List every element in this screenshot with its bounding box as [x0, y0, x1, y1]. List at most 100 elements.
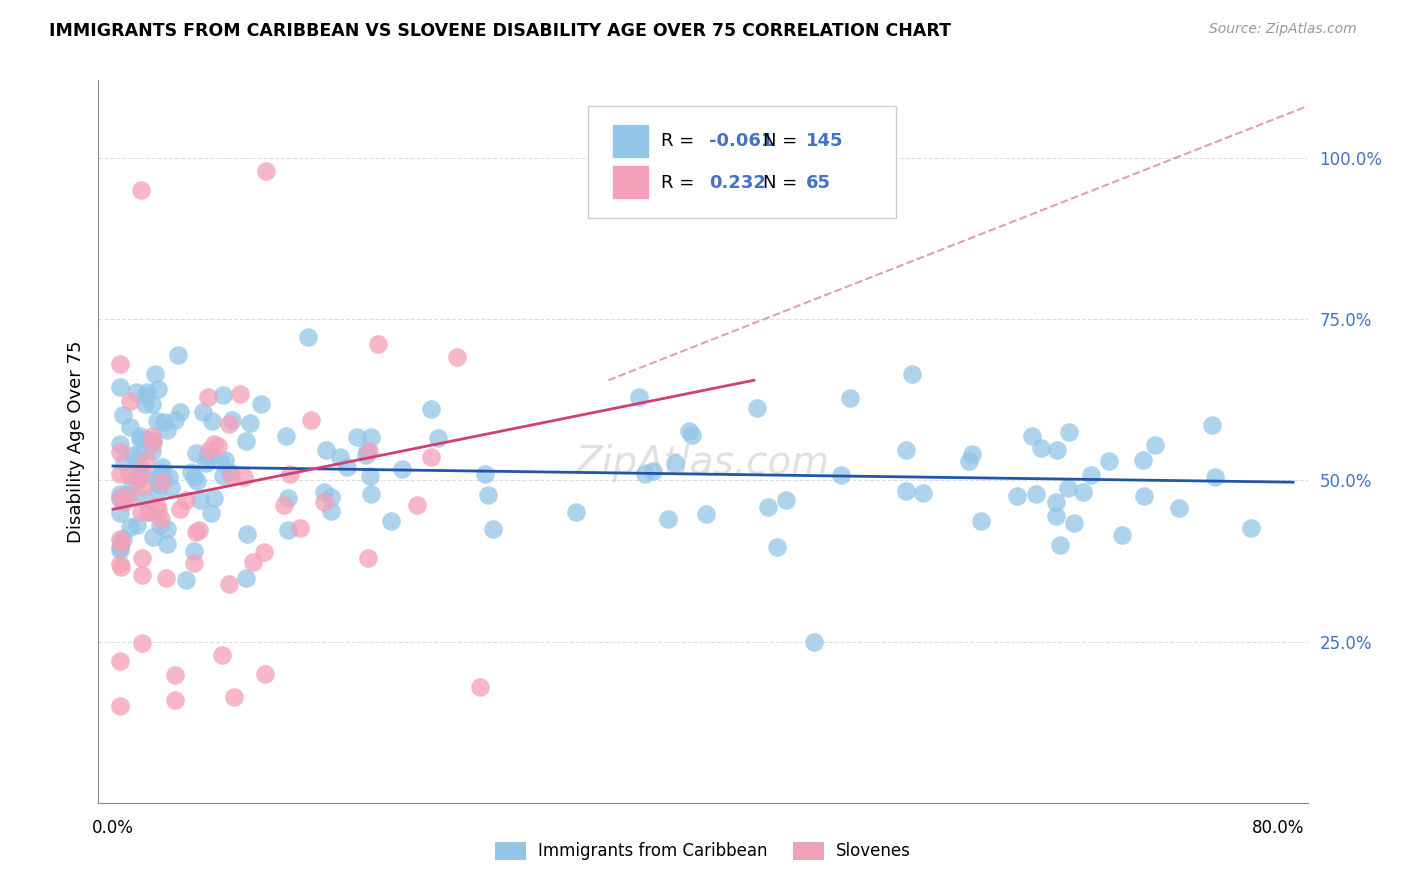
Point — [235, 571, 257, 585]
Point — [273, 499, 295, 513]
Point — [236, 526, 259, 541]
Point — [125, 385, 148, 400]
Point — [156, 537, 179, 551]
Point — [380, 514, 402, 528]
Text: 0.232: 0.232 — [709, 174, 766, 192]
Point — [278, 467, 301, 481]
Point — [135, 388, 157, 402]
Point — [131, 636, 153, 650]
Point — [277, 523, 299, 537]
Point — [357, 551, 380, 566]
Point — [129, 505, 152, 519]
Point — [1049, 538, 1071, 552]
Point — [118, 467, 141, 481]
Point — [148, 478, 170, 492]
Point — [121, 448, 143, 462]
Point — [250, 396, 273, 410]
Point — [299, 413, 322, 427]
Point — [117, 487, 139, 501]
Point — [346, 430, 368, 444]
Point — [197, 390, 219, 404]
Text: IMMIGRANTS FROM CARIBBEAN VS SLOVENE DISABILITY AGE OVER 75 CORRELATION CHART: IMMIGRANTS FROM CARIBBEAN VS SLOVENE DIS… — [49, 22, 952, 40]
Point — [912, 486, 935, 500]
Point — [110, 491, 132, 506]
Point — [110, 467, 132, 481]
Point — [131, 550, 153, 565]
Point — [1005, 489, 1028, 503]
Point — [157, 470, 180, 484]
Point — [319, 490, 342, 504]
Point — [405, 498, 427, 512]
Point — [426, 431, 449, 445]
Point — [274, 429, 297, 443]
Point — [1168, 500, 1191, 515]
Point — [125, 517, 148, 532]
Point — [110, 506, 132, 520]
Point — [134, 397, 156, 411]
Point — [110, 540, 132, 554]
Point — [219, 465, 242, 479]
Point — [336, 460, 359, 475]
Point — [315, 443, 337, 458]
Point — [174, 574, 197, 588]
Point — [184, 524, 207, 539]
Point — [110, 557, 132, 571]
Point — [354, 448, 377, 462]
Point — [239, 416, 262, 430]
Point — [187, 523, 209, 537]
Point — [360, 487, 382, 501]
Point — [132, 463, 155, 477]
Point — [197, 442, 219, 457]
Y-axis label: Disability Age Over 75: Disability Age Over 75 — [66, 340, 84, 543]
Point — [112, 455, 135, 469]
Point — [132, 480, 155, 494]
Text: R =: R = — [661, 132, 700, 150]
Point — [628, 391, 651, 405]
Point — [156, 523, 179, 537]
Point — [200, 506, 222, 520]
Point — [474, 467, 496, 481]
Point — [110, 698, 132, 713]
Point — [118, 393, 141, 408]
Point — [120, 520, 142, 534]
Text: N =: N = — [763, 174, 803, 192]
Point — [211, 388, 233, 402]
Point — [152, 471, 174, 485]
Point — [242, 555, 264, 569]
FancyBboxPatch shape — [588, 105, 897, 218]
Text: 65: 65 — [806, 174, 831, 192]
Point — [110, 380, 132, 394]
Point — [180, 465, 202, 479]
Point — [110, 358, 132, 372]
Point — [254, 666, 277, 681]
Point — [224, 690, 246, 705]
FancyBboxPatch shape — [613, 165, 648, 200]
Point — [128, 462, 150, 476]
Point — [195, 449, 218, 463]
Point — [167, 348, 190, 362]
Point — [174, 493, 197, 508]
Point — [367, 336, 389, 351]
Point — [1057, 425, 1080, 439]
Point — [1080, 467, 1102, 482]
Point — [254, 163, 277, 178]
Point — [229, 387, 252, 401]
Point — [112, 495, 135, 509]
Point — [127, 469, 149, 483]
Point — [110, 559, 132, 574]
Point — [1021, 429, 1043, 443]
Text: N =: N = — [763, 132, 803, 150]
Point — [186, 474, 208, 488]
Point — [1025, 487, 1047, 501]
Point — [565, 505, 588, 519]
Point — [321, 504, 343, 518]
Point — [221, 412, 243, 426]
Point — [1045, 509, 1067, 524]
Point — [183, 469, 205, 483]
Point — [110, 536, 132, 550]
FancyBboxPatch shape — [613, 124, 648, 158]
Point — [1204, 470, 1226, 484]
Point — [970, 514, 993, 528]
Point — [1063, 516, 1085, 530]
Point — [214, 452, 236, 467]
